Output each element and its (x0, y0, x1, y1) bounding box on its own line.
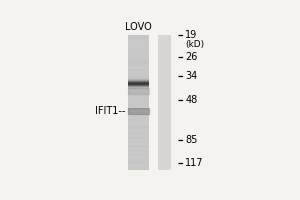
Text: 85: 85 (185, 135, 197, 145)
Text: 19: 19 (185, 30, 197, 40)
Text: 117: 117 (185, 158, 204, 168)
Text: (kD): (kD) (185, 40, 204, 49)
Text: IFIT1--: IFIT1-- (95, 106, 126, 116)
Text: 48: 48 (185, 95, 197, 105)
Text: 34: 34 (185, 71, 197, 81)
Text: LOVO: LOVO (125, 22, 152, 32)
Text: 26: 26 (185, 52, 197, 62)
